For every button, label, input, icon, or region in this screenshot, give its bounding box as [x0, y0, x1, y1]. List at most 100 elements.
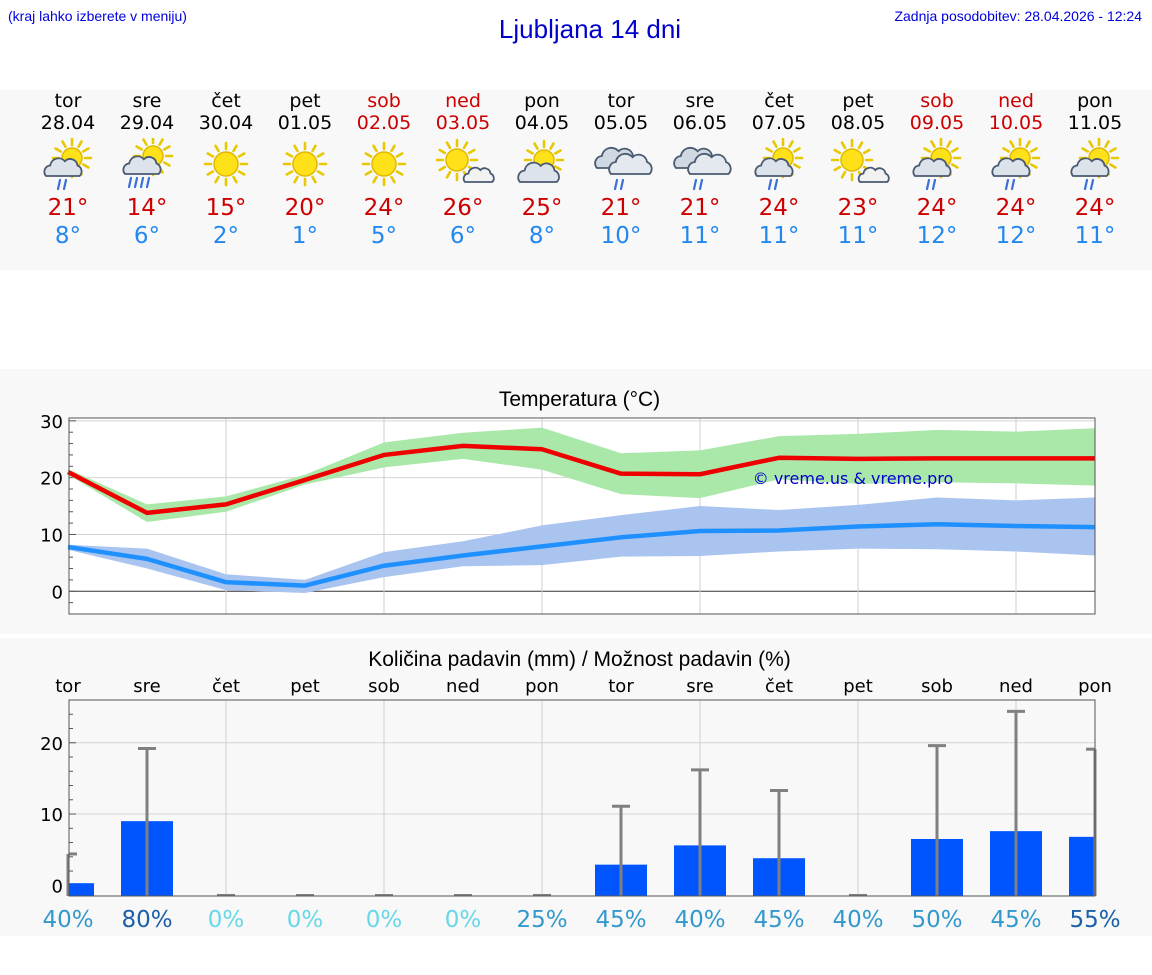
min-temp-line [67, 521, 1096, 588]
day-name: sre [685, 90, 715, 112]
precip-probability-label: 55% [1069, 907, 1120, 933]
day-name: tor [607, 90, 635, 112]
min-temperature: 1° [291, 223, 319, 249]
min-temperature: 11° [758, 223, 800, 249]
location-menu-hint[interactable]: (kraj lahko izberete v meniju) [8, 8, 187, 24]
sun-icon [361, 141, 407, 187]
min-temperature: 11° [679, 223, 721, 249]
min-temperature: 10° [600, 223, 642, 249]
day-name: sre [132, 90, 162, 112]
precip-bar [69, 883, 94, 896]
day-name: pon [1077, 90, 1113, 112]
sun-cloud-heavy-rain-icon [122, 138, 174, 189]
max-temperature: 14° [126, 195, 168, 221]
day-forecast: tor 28.04 21° 8° [28, 90, 108, 250]
min-temperature: 8° [54, 223, 82, 249]
sun-icon [282, 141, 328, 187]
last-update-text: Zadnja posodobitev: 28.04.2026 - 12:24 [894, 8, 1142, 24]
day-forecast: pon 11.05 24° 11° [1055, 90, 1135, 250]
y-tick-label: 10 [40, 805, 63, 826]
day-label: pet [290, 676, 320, 697]
min-temperature: 5° [370, 223, 398, 249]
day-forecast: čet 30.04 15° 2° [186, 90, 266, 250]
day-forecast: sre 06.05 21° 11° [660, 90, 740, 250]
sun-behind-cloud-icon [517, 139, 565, 183]
day-name: tor [54, 90, 82, 112]
max-temperature: 24° [758, 195, 800, 221]
precipitation-chart: tor sre čet pet sob ned pon tor sre čet pet sob ned p… [40, 676, 1120, 933]
max-temp-line [66, 443, 1095, 516]
sun-cloud-rain-icon [912, 138, 962, 191]
daily-forecast-strip: tor 28.04 21° 8° sre 29.04 14° 6° čet 30.04 15° 2° p… [0, 90, 1152, 270]
day-date: 04.05 [514, 112, 570, 134]
max-temperature: 24° [995, 195, 1037, 221]
day-name: pon [524, 90, 560, 112]
day-label: tor [608, 676, 634, 697]
day-date: 30.04 [198, 112, 254, 134]
max-temperature: 23° [837, 195, 879, 221]
y-tick-label: 30 [40, 412, 63, 433]
day-forecast: tor 05.05 21° 10° [581, 90, 661, 250]
day-forecast: pet 01.05 20° 1° [265, 90, 345, 250]
precip-probability-label: 40% [674, 907, 725, 933]
sun-cloud-rain-icon [43, 138, 93, 191]
min-temperature: 11° [837, 223, 879, 249]
precip-probability-label: 80% [121, 907, 172, 933]
y-tick-label: 0 [52, 582, 63, 603]
max-temp-range-band [68, 427, 1095, 522]
min-temperature: 12° [995, 223, 1037, 249]
page-title: Ljubljana 14 dni [498, 14, 682, 44]
sun-cloud-rain-icon [1070, 138, 1120, 191]
day-name: ned [445, 90, 481, 112]
max-temperature: 24° [1074, 195, 1116, 221]
precip-probability-label: 45% [990, 907, 1041, 933]
day-label: sob [921, 676, 953, 697]
day-date: 02.05 [356, 112, 412, 134]
day-date: 08.05 [830, 112, 886, 134]
sun-cloud-rain-icon [754, 138, 804, 191]
min-temperature: 2° [212, 223, 240, 249]
day-date: 01.05 [277, 112, 333, 134]
precip-probability-label: 0% [445, 907, 482, 933]
sun-small-cloud-icon [830, 138, 890, 183]
day-label: čet [212, 676, 240, 697]
day-forecast: sob 02.05 24° 5° [344, 90, 424, 250]
precipitation-chart-title: Količina padavin (mm) / Možnost padavin … [368, 648, 791, 671]
precip-probability-label: 40% [832, 907, 883, 933]
sun-cloud-rain-icon [991, 138, 1041, 191]
max-temperature: 15° [205, 195, 247, 221]
precip-probability-label: 50% [911, 907, 962, 933]
day-date: 05.05 [593, 112, 649, 134]
max-temperature: 24° [916, 195, 958, 221]
precip-probability-label: 0% [208, 907, 245, 933]
max-temperature: 21° [600, 195, 642, 221]
day-label: tor [55, 676, 81, 697]
precip-probability-label: 45% [753, 907, 804, 933]
day-date: 06.05 [672, 112, 728, 134]
temperature-panel: Temperatura (°C) 30 20 10 0 © vreme.us & vre… [0, 369, 1152, 634]
day-label: ned [999, 676, 1033, 697]
day-forecast: pon 04.05 25° 8° [502, 90, 582, 250]
day-forecast: ned 10.05 24° 12° [976, 90, 1056, 250]
plot-frame [68, 417, 1096, 615]
copyright-watermark: © vreme.us & vreme.pro [753, 469, 954, 488]
y-tick-label: 0 [52, 876, 63, 897]
min-temperature: 11° [1074, 223, 1116, 249]
max-temperature: 20° [284, 195, 326, 221]
day-forecast: pet 08.05 23° 11° [818, 90, 898, 250]
precipitation-panel: Količina padavin (mm) / Možnost padavin … [0, 638, 1152, 936]
day-date: 07.05 [751, 112, 807, 134]
sun-small-cloud-icon [435, 138, 495, 183]
y-tick-label: 20 [40, 469, 63, 490]
day-date: 29.04 [119, 112, 175, 134]
plot-frame [68, 699, 1096, 897]
precip-probability-label: 0% [366, 907, 403, 933]
cloud-rain-icon [673, 146, 732, 191]
max-temperature: 21° [679, 195, 721, 221]
day-date: 09.05 [909, 112, 965, 134]
day-date: 10.05 [988, 112, 1044, 134]
precip-probability-label: 25% [516, 907, 567, 933]
min-temp-range-band [68, 497, 1095, 593]
day-forecast: ned 03.05 26° 6° [423, 90, 503, 250]
day-label: sre [133, 676, 160, 697]
